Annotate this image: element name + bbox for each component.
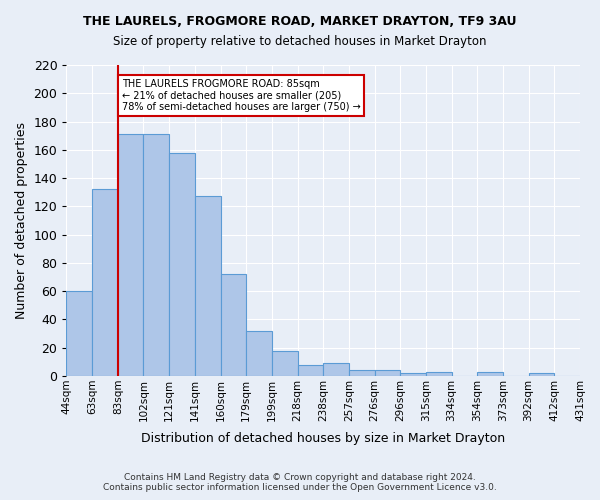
Bar	[169, 152, 195, 376]
Text: THE LAURELS FROGMORE ROAD: 85sqm
← 21% of detached houses are smaller (205)
78% : THE LAURELS FROGMORE ROAD: 85sqm ← 21% o…	[122, 79, 361, 112]
Bar	[221, 274, 246, 376]
Bar	[426, 372, 452, 376]
Text: Size of property relative to detached houses in Market Drayton: Size of property relative to detached ho…	[113, 35, 487, 48]
Bar	[529, 373, 554, 376]
Bar	[143, 134, 169, 376]
Bar	[349, 370, 374, 376]
Bar	[92, 190, 118, 376]
Y-axis label: Number of detached properties: Number of detached properties	[15, 122, 28, 319]
Bar	[298, 364, 323, 376]
Bar	[374, 370, 400, 376]
Bar	[272, 350, 298, 376]
X-axis label: Distribution of detached houses by size in Market Drayton: Distribution of detached houses by size …	[141, 432, 505, 445]
Text: Contains HM Land Registry data © Crown copyright and database right 2024.
Contai: Contains HM Land Registry data © Crown c…	[103, 473, 497, 492]
Bar	[400, 373, 426, 376]
Bar	[323, 364, 349, 376]
Bar	[477, 372, 503, 376]
Bar	[67, 291, 92, 376]
Bar	[195, 196, 221, 376]
Text: THE LAURELS, FROGMORE ROAD, MARKET DRAYTON, TF9 3AU: THE LAURELS, FROGMORE ROAD, MARKET DRAYT…	[83, 15, 517, 28]
Bar	[246, 331, 272, 376]
Bar	[118, 134, 143, 376]
